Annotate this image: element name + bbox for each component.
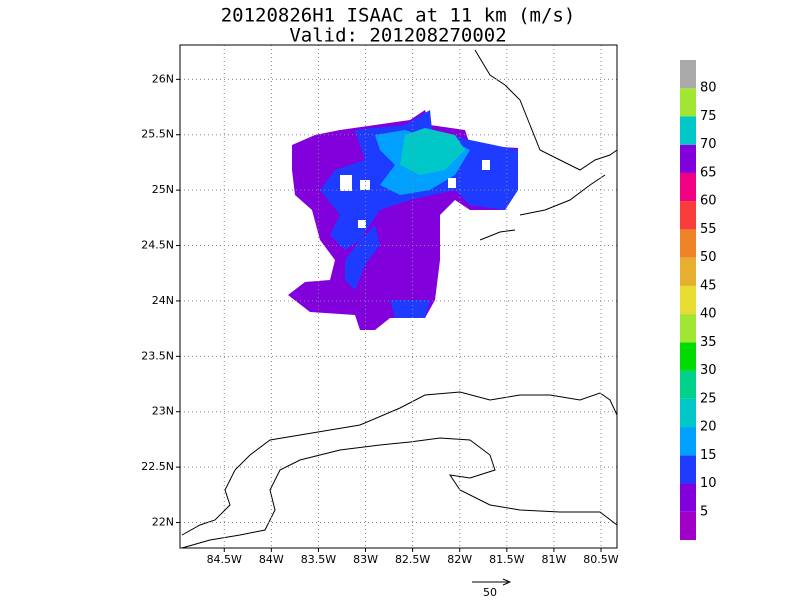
x-tick-label: 81W xyxy=(541,553,566,566)
subtitle: Valid: 201208270002 xyxy=(289,25,506,47)
colorbar-label: 35 xyxy=(700,335,717,350)
x-tick-label: 82W xyxy=(447,553,472,566)
y-tick-label: 26N xyxy=(152,72,174,85)
colorbar-box xyxy=(680,172,696,202)
data-gap xyxy=(340,175,352,191)
field-10-15 xyxy=(345,225,430,318)
title: 20120826H1 ISAAC at 11 km (m/s) xyxy=(221,5,576,27)
colorbar-label: 80 xyxy=(700,81,717,96)
y-tick-label: 25.5N xyxy=(141,128,174,141)
x-tick-label: 82.5W xyxy=(395,553,430,566)
x-tick-label: 84.5W xyxy=(207,553,242,566)
colorbar-label: 30 xyxy=(700,363,717,378)
data-gap xyxy=(358,220,366,228)
data-gap xyxy=(482,160,490,170)
y-tick-label: 23N xyxy=(152,405,174,418)
colorbar-label: 25 xyxy=(700,391,717,406)
colorbar-label: 5 xyxy=(700,504,708,519)
colorbar-box xyxy=(680,229,696,258)
field-20-25 xyxy=(400,128,465,175)
axes: 84.5W 84W 83.5W 83W 82.5W 82W 81.5W 81W 80.5W 22N… xyxy=(141,45,619,566)
colorbar-box xyxy=(680,511,696,540)
vector-reference-arrowhead xyxy=(502,578,512,586)
y-tick-label: 24N xyxy=(152,294,174,307)
x-tick-label: 83W xyxy=(353,553,378,566)
colorbar-label: 15 xyxy=(700,448,717,463)
colorbar-label: 45 xyxy=(700,278,717,293)
x-tick-label: 84W xyxy=(259,553,284,566)
y-tick-label: 24.5N xyxy=(141,239,174,252)
colorbar-label: 20 xyxy=(700,420,717,435)
colorbar-box xyxy=(680,370,696,399)
colorbar-box xyxy=(680,342,696,371)
colorbar-label: 70 xyxy=(700,137,717,152)
y-tick-label: 22.5N xyxy=(141,460,174,473)
colorbar-box xyxy=(680,398,696,428)
x-tick-label: 83.5W xyxy=(301,553,336,566)
colorbar-box xyxy=(680,88,696,117)
plot-frame xyxy=(179,44,618,549)
data-gap xyxy=(360,180,370,190)
colorbar-box xyxy=(680,257,696,286)
colorbar-label: 60 xyxy=(700,194,717,209)
colorbar-box xyxy=(680,144,696,173)
wind-field xyxy=(288,110,518,330)
vector-reference-label: 50 xyxy=(483,586,497,599)
colorbar-box xyxy=(680,116,696,145)
colorbar-label: 65 xyxy=(700,165,717,180)
colorbar-label: 75 xyxy=(700,109,717,124)
y-tick-label: 22N xyxy=(152,516,174,529)
colorbar-box xyxy=(680,314,696,343)
colorbar-box xyxy=(680,285,696,315)
colorbar-box xyxy=(680,483,696,512)
data-gap xyxy=(448,178,456,188)
y-tick-label: 23.5N xyxy=(141,349,174,362)
colorbar-box xyxy=(680,60,696,89)
colorbar-box xyxy=(680,427,696,456)
colorbar-label: 10 xyxy=(700,476,717,491)
x-tick-label: 80.5W xyxy=(583,553,618,566)
coastlines xyxy=(181,49,618,549)
colorbar: 5 10 15 20 25 30 35 40 45 50 55 60 65 70 75 80 xyxy=(680,60,717,540)
colorbar-label: 55 xyxy=(700,222,717,237)
colorbar-box xyxy=(680,201,696,230)
colorbar-box xyxy=(680,455,696,484)
x-tick-label: 81.5W xyxy=(489,553,524,566)
y-tick-label: 25N xyxy=(152,183,174,196)
colorbar-label: 50 xyxy=(700,250,717,265)
colorbar-label: 40 xyxy=(700,307,717,322)
